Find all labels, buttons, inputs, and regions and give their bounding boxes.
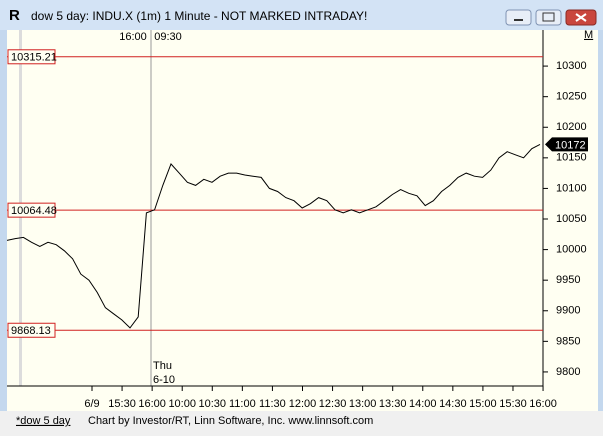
session-label: 16:00: [119, 31, 147, 43]
x-tick-label: 10:30: [199, 398, 227, 410]
reference-label: 10315.21: [11, 52, 57, 64]
y-tick-label: 10250: [556, 91, 587, 103]
x-tick-label: 16:00: [529, 398, 557, 410]
y-tick-label: 10150: [556, 152, 587, 164]
x-tick-label: 16:00: [138, 398, 166, 410]
credit-text: Chart by Investor/RT, Linn Software, Inc…: [88, 415, 373, 427]
y-tick-label: 9800: [556, 366, 580, 378]
x-tick-label: 15:30: [108, 398, 136, 410]
x-tick-label: 13:30: [379, 398, 407, 410]
tab-label[interactable]: *dow 5 day: [16, 415, 71, 427]
price-line: [6, 143, 541, 329]
x-tick-label: 12:00: [289, 398, 317, 410]
x-tick-label: 12:30: [319, 398, 347, 410]
app-icon: R: [9, 7, 20, 24]
y-tick-label: 9850: [556, 335, 580, 347]
y-tick-label: 9950: [556, 274, 580, 286]
x-tick-label: 14:00: [409, 398, 437, 410]
x-tick-label: 11:00: [229, 398, 256, 410]
session-label: 09:30: [154, 31, 182, 43]
x-tick-label: 14:30: [439, 398, 467, 410]
menu-icon[interactable]: M: [584, 29, 593, 41]
title-bar: [0, 0, 603, 30]
last-value-label: 10172: [555, 139, 586, 151]
minimize-button[interactable]: [505, 9, 532, 26]
x-tick-label: 15:00: [469, 398, 497, 410]
chart-area: [7, 30, 598, 411]
y-tick-label: 9900: [556, 305, 580, 317]
x-tick-label: 11:30: [259, 398, 286, 410]
reference-label-box: [7, 322, 56, 338]
x-tick-label: 13:00: [349, 398, 377, 410]
reference-label: 9868.13: [11, 325, 51, 337]
maximize-glyph: [542, 12, 555, 22]
y-tick-label: 10200: [556, 121, 587, 133]
y-tick-label: 10300: [556, 60, 587, 72]
y-tick-label: 10100: [556, 182, 587, 194]
x-tick-label: 6/9: [84, 398, 99, 410]
status-bar: [0, 411, 603, 436]
date-annotation: Thu: [153, 360, 172, 372]
x-tick-label: 10:00: [168, 398, 196, 410]
y-tick-label: 10050: [556, 213, 587, 225]
maximize-button[interactable]: [535, 9, 562, 26]
reference-label-box: [7, 202, 56, 218]
last-value-tag: [545, 137, 588, 152]
close-glyph: [575, 13, 587, 22]
minimize-glyph: [514, 19, 523, 21]
y-tick-label: 10000: [556, 244, 587, 256]
window-title: dow 5 day: INDU.X (1m) 1 Minute - NOT MA…: [31, 9, 367, 23]
reference-label-box: [7, 49, 56, 65]
date-annotation: 6-10: [153, 374, 175, 386]
reference-label: 10064.48: [11, 205, 57, 217]
x-tick-label: 15:30: [499, 398, 527, 410]
